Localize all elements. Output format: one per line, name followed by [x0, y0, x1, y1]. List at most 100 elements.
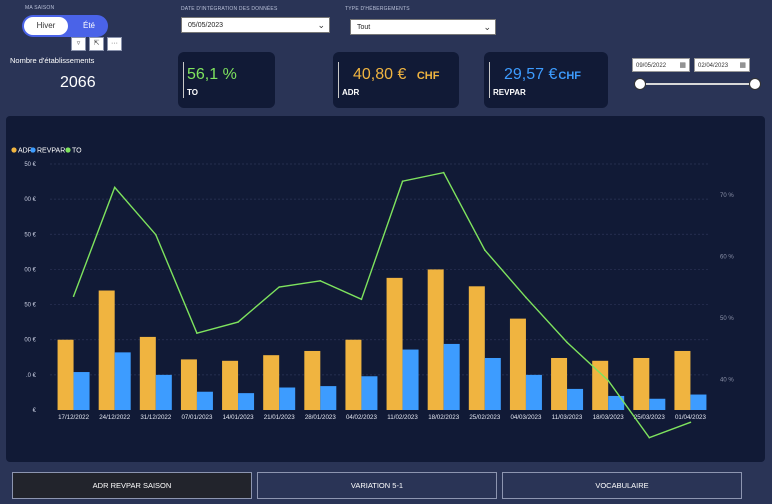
- bar-adr: [674, 350, 691, 410]
- point-to: [237, 321, 239, 323]
- y-right-tick-label: 40 %: [720, 377, 734, 383]
- point-to: [319, 280, 322, 282]
- x-tick-label: 17/12/2022: [58, 414, 90, 421]
- more-options-icon[interactable]: ···: [107, 37, 122, 51]
- point-to: [278, 286, 280, 288]
- legend-marker: [11, 147, 17, 153]
- etablissements-value: 2066: [60, 74, 96, 91]
- bar-adr: [427, 269, 444, 410]
- start-date-input[interactable]: 09/05/2022 ▦: [632, 58, 690, 72]
- y-left-tick-label: €: [33, 408, 37, 414]
- calendar-icon[interactable]: ▦: [739, 62, 746, 69]
- point-to: [525, 296, 527, 299]
- x-tick-label: 28/01/2023: [305, 414, 337, 421]
- bar-revpar: [155, 374, 172, 410]
- integration-label: DATE D'INTÉGRATION DES DONNÉES: [181, 6, 278, 12]
- legend-label: ADR: [18, 148, 33, 155]
- point-to: [607, 379, 609, 382]
- kpi-unit: CHF: [558, 70, 581, 82]
- bar-adr: [345, 339, 362, 410]
- etablissements-label: Nombre d'établissements: [10, 56, 95, 65]
- point-to: [442, 171, 445, 174]
- bar-revpar: [567, 388, 584, 410]
- end-date-value: 02/04/2023: [698, 63, 729, 69]
- x-tick-label: 21/01/2023: [264, 414, 296, 421]
- y-left-tick-label: 00 €: [24, 197, 36, 203]
- kpi-unit: CHF: [416, 70, 440, 82]
- kpi-value: 29,57 €: [504, 66, 558, 83]
- legend-label: TO: [72, 148, 82, 155]
- point-to: [155, 233, 157, 236]
- bar-adr: [139, 336, 156, 410]
- bar-revpar: [649, 398, 666, 410]
- point-to: [648, 436, 651, 439]
- saison-toggle[interactable]: Hiver Été: [22, 15, 108, 37]
- point-to: [401, 180, 404, 183]
- y-left-tick-label: 50 €: [24, 303, 36, 309]
- nav-variation[interactable]: VARIATION 5-1: [257, 472, 497, 499]
- kpi-card-adr: 40,80 € CHF ADR: [333, 52, 459, 108]
- bar-revpar: [443, 343, 460, 410]
- x-tick-label: 25/02/2023: [469, 414, 501, 421]
- hebergement-value: Tout: [357, 24, 371, 31]
- ete-option[interactable]: Été: [82, 21, 95, 30]
- date-range-start-handle[interactable]: [634, 78, 646, 90]
- x-tick-label: 31/12/2022: [140, 414, 172, 421]
- bar-adr: [592, 360, 609, 410]
- filter-icon[interactable]: ▿: [71, 37, 86, 51]
- point-to: [196, 332, 198, 334]
- legend-marker: [65, 147, 71, 153]
- hebergement-label: TYPE D'HÉBERGEMENTS: [345, 6, 410, 12]
- y-left-tick-label: 00 €: [24, 338, 36, 344]
- x-tick-label: 04/03/2023: [510, 414, 542, 421]
- kpi-divider: [183, 62, 184, 98]
- start-date-value: 09/05/2022: [636, 63, 667, 69]
- legend-label: REVPAR: [37, 148, 65, 155]
- integration-date-value: 05/05/2023: [188, 22, 224, 29]
- kpi-card-revpar: 29,57 €CHF REVPAR: [484, 52, 608, 108]
- bar-adr: [468, 286, 485, 410]
- integration-date-dropdown[interactable]: 05/05/2023 ⌄: [181, 17, 330, 33]
- chevron-down-icon: ⌄: [483, 22, 491, 32]
- kpi-value-line: 29,57 €CHF: [504, 66, 581, 84]
- x-tick-label: 25/03/2023: [634, 414, 666, 421]
- hiver-option[interactable]: Hiver: [24, 17, 68, 35]
- x-tick-label: 18/03/2023: [593, 414, 625, 421]
- calendar-icon[interactable]: ▦: [679, 62, 686, 69]
- point-to: [484, 249, 486, 251]
- bar-revpar: [361, 376, 378, 410]
- date-range-end-handle[interactable]: [749, 78, 761, 90]
- x-tick-label: 14/01/2023: [223, 414, 255, 421]
- bar-revpar: [320, 386, 337, 410]
- kpi-divider: [338, 62, 339, 98]
- x-tick-label: 07/01/2023: [181, 414, 213, 421]
- end-date-input[interactable]: 02/04/2023 ▦: [694, 58, 750, 72]
- x-tick-label: 24/12/2022: [99, 414, 131, 421]
- kpi-value: 40,80 €: [353, 66, 407, 83]
- y-left-tick-label: 50 €: [24, 232, 36, 238]
- point-to: [360, 298, 363, 301]
- saison-label: MA SAISON: [25, 5, 55, 11]
- bar-adr: [551, 357, 568, 410]
- bar-adr: [180, 359, 197, 410]
- kpi-divider: [489, 62, 490, 98]
- date-range-track[interactable]: [640, 83, 756, 85]
- y-left-tick-label: 00 €: [24, 267, 36, 273]
- bar-revpar: [402, 349, 419, 410]
- point-to: [113, 186, 116, 189]
- bar-revpar: [238, 393, 255, 410]
- point-to: [72, 295, 75, 298]
- nav-adr-revpar-saison[interactable]: ADR REVPAR SAISON: [12, 472, 252, 499]
- bar-adr: [386, 277, 403, 410]
- kpi-value-line: 40,80 € CHF: [353, 66, 439, 84]
- y-right-tick-label: 70 %: [720, 193, 734, 199]
- y-left-tick-label: 50 €: [24, 162, 36, 168]
- bar-adr: [633, 357, 650, 410]
- expand-icon[interactable]: ⇱: [89, 37, 104, 51]
- hebergement-dropdown[interactable]: Tout ⌄: [350, 19, 496, 35]
- nav-vocabulaire[interactable]: VOCABULAIRE: [502, 472, 742, 499]
- chart-panel: € .0 € 00 € 50 € 00 € 50 € 00 € 50 € 40 % 50 % 60 …: [6, 116, 765, 462]
- bar-revpar: [279, 387, 296, 410]
- bar-adr: [304, 350, 321, 410]
- bar-adr: [57, 339, 74, 410]
